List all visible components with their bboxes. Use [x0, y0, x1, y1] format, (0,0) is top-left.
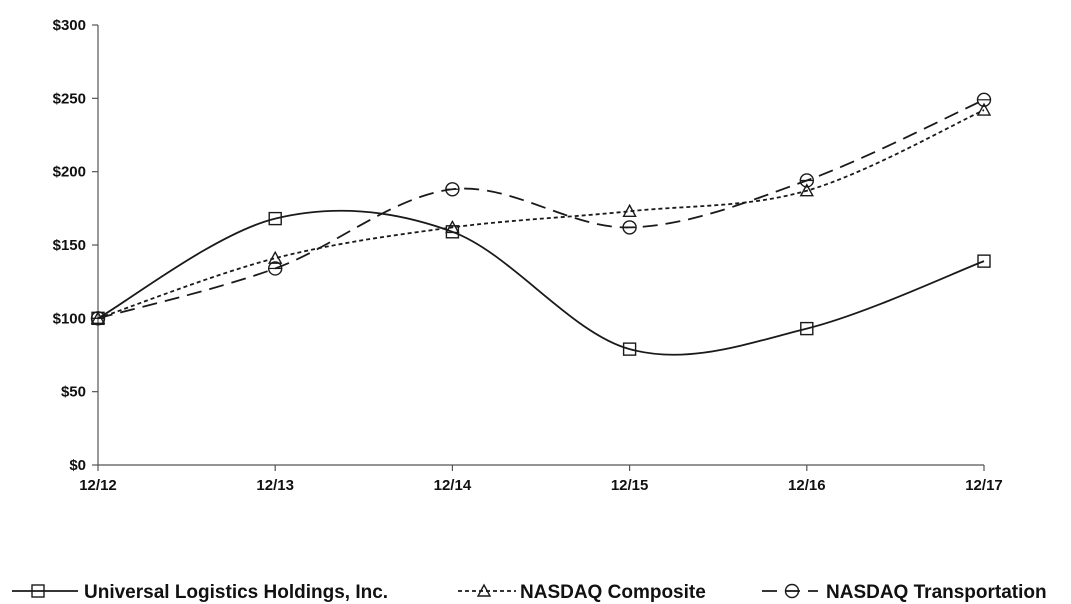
- y-tick-label: $150: [53, 237, 86, 254]
- data-point-nasdaq-composite: [268, 250, 283, 264]
- y-axis-tick-labels: $0 $50 $100 $150 $200 $250 $300: [53, 17, 86, 474]
- y-tick-label: $300: [53, 17, 86, 34]
- x-tick-label: 12/15: [611, 477, 649, 494]
- x-axis-tick-labels: 12/12 12/13 12/14 12/15 12/16 12/17: [79, 477, 1003, 494]
- x-tick-label: 12/13: [256, 477, 294, 494]
- legend-label: NASDAQ Transportation: [826, 582, 1047, 603]
- y-tick-label: $50: [61, 384, 86, 401]
- chart-axes: [92, 24, 985, 471]
- data-point-nasdaq-transportation: [90, 311, 106, 326]
- legend-label: NASDAQ Composite: [520, 582, 706, 603]
- data-point-nasdaq-transportation: [799, 173, 814, 188]
- y-tick-label: $0: [69, 457, 86, 474]
- legend-item-nasdaq-transportation: NASDAQ Transportation: [762, 582, 1047, 603]
- chart-legend: Universal Logistics Holdings, Inc. NASDAQ…: [12, 582, 1047, 603]
- legend-marker: [784, 583, 800, 599]
- data-point-nasdaq-composite: [445, 219, 460, 234]
- series-lines: [97, 98, 985, 356]
- legend-item-universal-logistics-holdings-inc: Universal Logistics Holdings, Inc.: [12, 582, 388, 603]
- series-line-nasdaq-composite: [97, 109, 985, 320]
- data-point-nasdaq-transportation: [976, 92, 992, 108]
- data-point-nasdaq-composite: [799, 183, 814, 197]
- series-markers: [90, 92, 992, 356]
- x-tick-label: 12/12: [79, 477, 117, 494]
- y-tick-label: $250: [53, 90, 86, 107]
- data-point-nasdaq-transportation: [268, 261, 283, 276]
- x-tick-label: 12/14: [434, 477, 472, 494]
- data-point-universal-logistics-holdings-inc: [800, 321, 814, 336]
- data-point-universal-logistics-holdings-inc: [268, 211, 282, 226]
- data-point-nasdaq-transportation: [622, 220, 637, 235]
- x-tick-label: 12/17: [965, 477, 1003, 494]
- series-line-universal-logistics-holdings-inc: [97, 209, 985, 356]
- data-point-nasdaq-transportation: [445, 182, 460, 197]
- x-tick-label: 12/16: [788, 477, 826, 494]
- legend-marker: [31, 584, 45, 598]
- legend-item-nasdaq-composite: NASDAQ Composite: [458, 582, 706, 603]
- series-line-nasdaq-transportation: [97, 98, 985, 320]
- legend-label: Universal Logistics Holdings, Inc.: [84, 582, 388, 603]
- legend-marker: [476, 583, 492, 597]
- data-point-nasdaq-composite: [622, 203, 637, 217]
- data-point-universal-logistics-holdings-inc: [977, 254, 991, 268]
- data-point-nasdaq-composite: [976, 102, 992, 116]
- y-tick-label: $200: [53, 164, 86, 181]
- y-tick-label: $100: [53, 310, 86, 327]
- data-point-universal-logistics-holdings-inc: [622, 342, 637, 356]
